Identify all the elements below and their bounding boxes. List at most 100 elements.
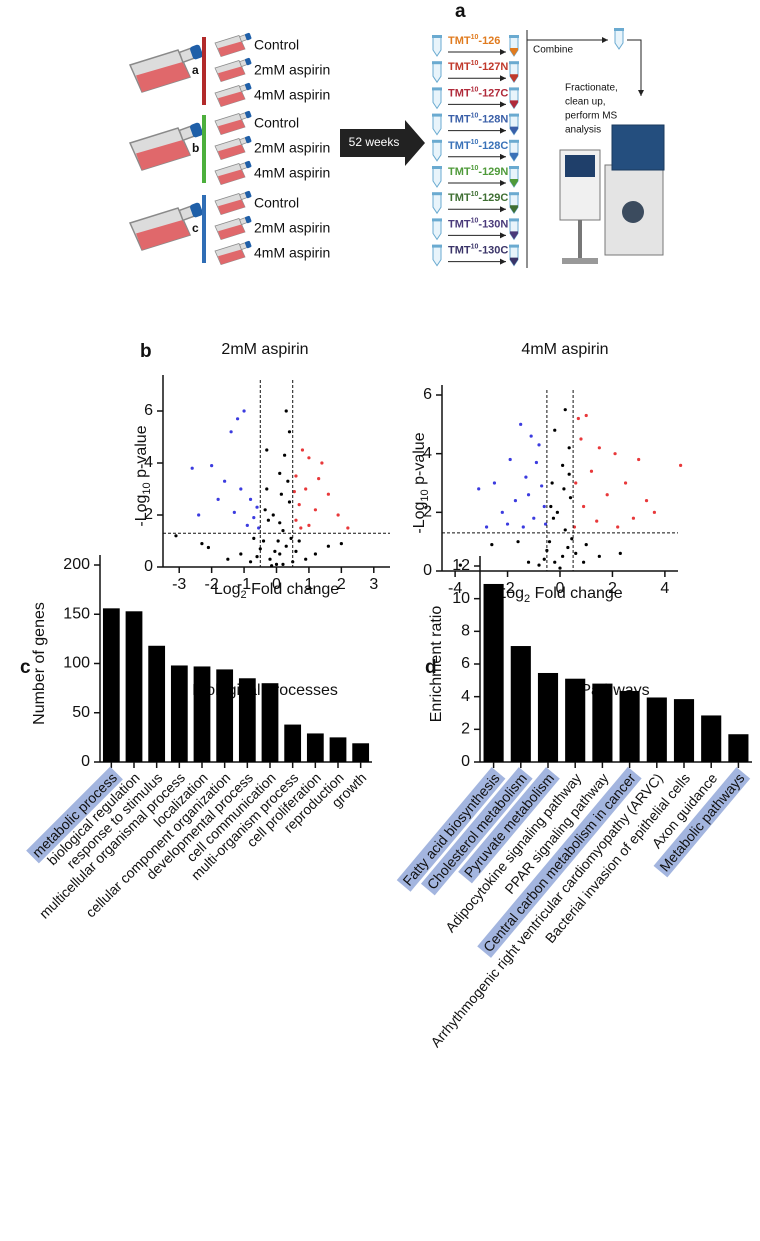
tmt-sup: 10 — [471, 86, 479, 93]
point — [537, 563, 541, 567]
point — [567, 446, 571, 450]
point — [252, 516, 256, 520]
point — [521, 525, 525, 529]
point — [346, 526, 350, 530]
chart-title: 4mM aspirin — [521, 341, 608, 358]
time-arrow — [340, 120, 425, 166]
tube-icon — [509, 192, 519, 215]
condition-label: Control — [254, 195, 299, 211]
point — [287, 500, 292, 504]
process-label: analysis — [565, 125, 601, 136]
bar — [673, 699, 695, 762]
tube-icon — [432, 61, 442, 84]
tube-label — [510, 100, 518, 109]
point — [605, 493, 609, 497]
point — [278, 521, 282, 525]
y-tick-label: 4 — [144, 454, 153, 471]
tmt-sup: 10 — [471, 112, 479, 119]
bar — [565, 678, 586, 762]
tmt-base: TMT — [448, 218, 471, 230]
highlight — [458, 767, 560, 884]
y-tick-label: 2 — [423, 504, 432, 521]
panel-label: d — [425, 657, 437, 678]
tube — [432, 246, 442, 267]
point — [271, 513, 275, 517]
tube-lid — [509, 61, 519, 65]
instrument-top — [611, 124, 665, 171]
point — [294, 549, 298, 554]
x-tick-label: -2 — [205, 576, 219, 593]
condition-label: Control — [254, 37, 299, 53]
tube-lid — [509, 192, 519, 196]
point — [320, 461, 324, 465]
point — [278, 552, 282, 556]
point — [477, 487, 481, 491]
tmt-label: TMT10-127N — [448, 60, 508, 73]
point — [304, 557, 308, 561]
point — [326, 492, 330, 496]
x-axis-label: Log2 Fold change — [497, 585, 622, 605]
tube — [432, 193, 442, 215]
tube-lid — [509, 35, 519, 38]
point — [252, 536, 256, 541]
tube-label — [510, 205, 518, 214]
point — [558, 566, 562, 570]
flask-icon — [214, 135, 252, 160]
flask-cap — [245, 110, 252, 119]
tube-label — [510, 48, 518, 56]
bar — [619, 690, 640, 762]
point — [597, 446, 601, 450]
point — [550, 481, 554, 485]
point — [216, 497, 220, 501]
flask-cap — [245, 160, 252, 169]
flask-medium — [136, 62, 190, 92]
point — [255, 555, 259, 559]
y-axis-label-main: -Log — [133, 495, 150, 527]
tube-icon — [509, 218, 519, 241]
tmt-sup: 10 — [471, 60, 479, 67]
point — [543, 522, 548, 526]
x-axis-label-sub: 2 — [241, 589, 247, 601]
point — [623, 481, 628, 485]
bar — [329, 737, 347, 762]
tmt-base: TMT — [448, 140, 471, 152]
flask-icon — [214, 240, 252, 265]
point — [190, 466, 194, 470]
point — [313, 508, 318, 512]
point — [582, 504, 586, 509]
point — [679, 463, 683, 467]
tube — [432, 36, 442, 57]
tmt-suffix: -126 — [478, 35, 500, 47]
x-tick-label: 3 — [369, 576, 378, 593]
flask-cap — [245, 240, 252, 249]
point — [266, 518, 270, 522]
x-tick-label: 2 — [608, 580, 617, 597]
tmt-sup: 10 — [471, 191, 479, 198]
point — [317, 477, 321, 481]
x-axis-label: Log2 Fold change — [214, 581, 339, 601]
x-axis-label-main: Log — [497, 585, 524, 602]
flask-icon — [128, 202, 203, 251]
point — [526, 493, 531, 497]
tmt-suffix: -130C — [478, 245, 508, 257]
point — [297, 539, 301, 543]
tmt-base: TMT — [448, 245, 471, 257]
point — [458, 563, 462, 567]
x-tick-label: 0 — [556, 580, 565, 597]
instrument-port — [622, 201, 644, 223]
bar — [306, 733, 324, 762]
tube-lid — [432, 166, 442, 169]
bar — [483, 583, 504, 762]
point — [562, 487, 566, 491]
tmt-suffix: -127C — [478, 87, 508, 99]
flask-icon — [214, 190, 252, 215]
flask-icon — [128, 122, 203, 171]
tube-icon — [509, 113, 519, 136]
point — [229, 430, 233, 434]
y-tick-label: 50 — [72, 704, 90, 721]
point — [276, 539, 280, 543]
panel-label: c — [20, 657, 31, 678]
tube-lid — [432, 192, 442, 196]
group-label: c — [192, 221, 199, 235]
point — [582, 560, 586, 564]
